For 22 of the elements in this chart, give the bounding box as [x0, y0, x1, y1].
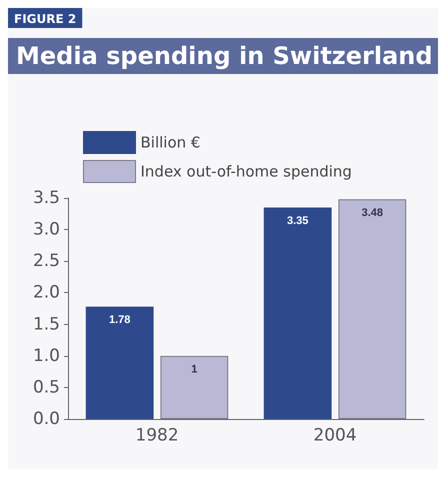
y-tick-label: 3.0 — [32, 220, 60, 240]
y-tick-label: 3.5 — [32, 188, 60, 208]
legend-label: Index out-of-home spending — [140, 162, 352, 180]
bar — [86, 306, 154, 419]
chart-title: Media spending in Switzerland — [16, 42, 433, 70]
y-tick-label: 0.5 — [32, 377, 60, 398]
data-label: 1.78 — [108, 314, 130, 326]
data-label: 3.48 — [362, 206, 384, 219]
y-tick-label: 0.0 — [32, 409, 60, 429]
data-label: 1 — [191, 363, 198, 376]
data-label: 3.35 — [286, 214, 308, 227]
y-tick-label: 2.0 — [32, 282, 60, 303]
bar — [160, 356, 228, 419]
x-tick-label: 2004 — [313, 426, 357, 446]
bar — [264, 207, 332, 419]
bar — [338, 199, 406, 419]
legend-label: Billion € — [140, 134, 200, 152]
y-tick-label: 1.5 — [32, 314, 60, 334]
caption: FIGURE 2 — [14, 12, 76, 26]
y-tick-label: 2.5 — [32, 251, 60, 272]
y-tick-label: 1.0 — [32, 346, 60, 366]
x-tick-label: 1982 — [135, 426, 179, 446]
